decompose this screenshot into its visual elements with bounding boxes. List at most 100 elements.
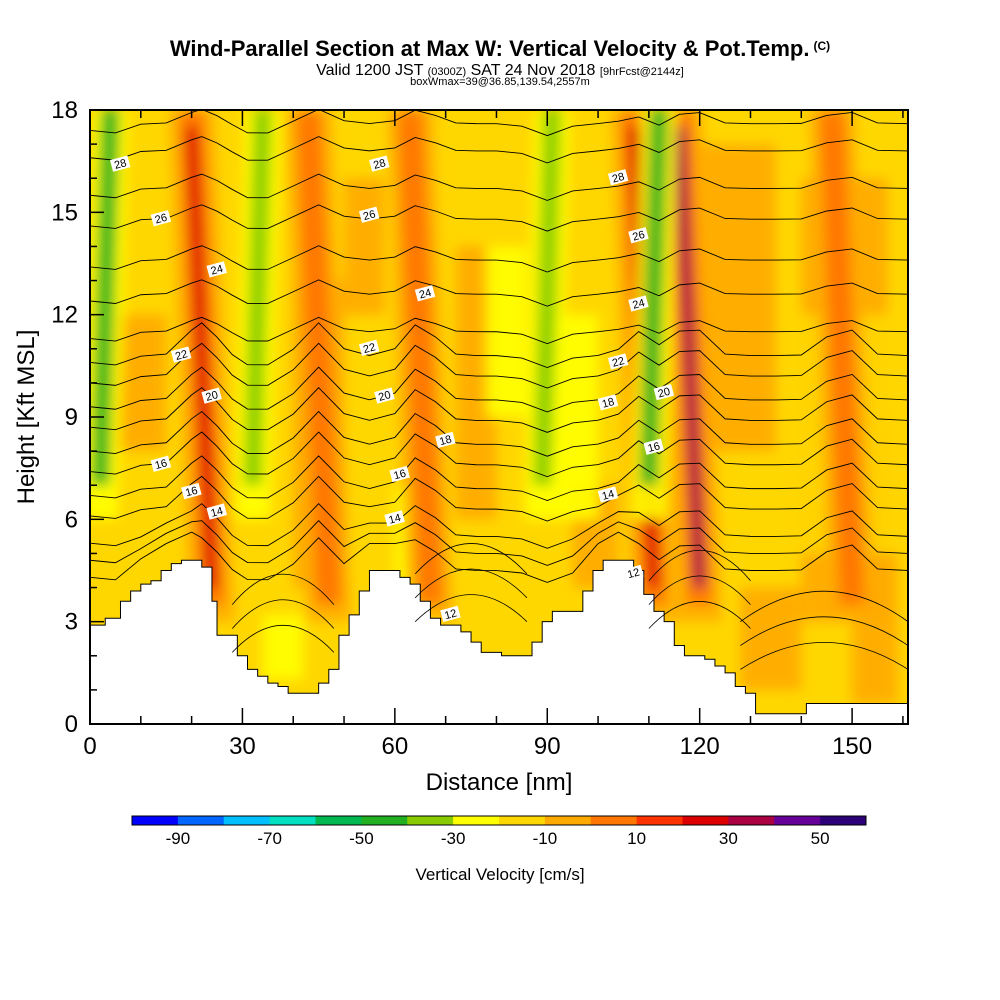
isentrope-label-bg xyxy=(374,387,395,404)
isentrope-label-bg xyxy=(440,605,461,623)
isentrope-line xyxy=(90,316,908,345)
y-axis-label: Height [Kft MSL] xyxy=(13,330,40,505)
isentrope-line xyxy=(90,387,908,433)
colorbar-tick-label: 50 xyxy=(811,829,830,848)
isentrope-line xyxy=(90,110,908,137)
colorbar-swatch xyxy=(177,816,225,825)
isentrope-line xyxy=(90,531,908,583)
y-tick-label: 15 xyxy=(51,199,78,226)
isentrope-valley-line xyxy=(740,590,908,622)
y-tick-label: 0 xyxy=(65,711,78,738)
isentrope-label: 16 xyxy=(643,438,664,455)
y-tick-label: 6 xyxy=(65,506,78,533)
isentrope-label: 20 xyxy=(374,387,395,404)
isentrope-label-bg xyxy=(150,455,172,472)
isentrope-label-text: 14 xyxy=(210,505,225,520)
isentrope-line xyxy=(90,366,908,413)
isentrope-label-text: 26 xyxy=(631,229,646,244)
colorbar-tick-label: -30 xyxy=(441,829,466,848)
colorbar-swatch xyxy=(682,816,729,825)
isentrope-label: 22 xyxy=(170,346,192,363)
isentrope-label-bg xyxy=(206,503,228,520)
chart-title-unit: (C) xyxy=(813,39,831,53)
isentrope-line xyxy=(90,173,908,201)
isentrope-label-bg xyxy=(358,339,380,356)
x-tick-label: 90 xyxy=(534,733,561,760)
downdraft-core xyxy=(639,110,668,486)
isentrope-label-text: 18 xyxy=(438,433,453,448)
isentrope-label-text: 16 xyxy=(154,457,169,472)
isentrope-label-bg xyxy=(607,169,629,186)
isentrope-line xyxy=(90,322,908,369)
colorbar-tick-label: -70 xyxy=(257,829,282,848)
colorbar-tick-label: -50 xyxy=(349,829,374,848)
y-tick-label: 9 xyxy=(65,404,78,431)
isentrope-label: 22 xyxy=(358,339,380,356)
isentrope-valley-line xyxy=(231,624,335,653)
colorbar-swatch xyxy=(590,816,638,825)
isentrope-line xyxy=(90,136,908,164)
downdraft-core xyxy=(533,110,562,486)
colorbar-tick-label: 30 xyxy=(719,829,738,848)
terrain-area xyxy=(89,559,909,725)
isentrope-label-text: 12 xyxy=(443,607,458,622)
updraft-core xyxy=(403,127,437,588)
isentrope-label-text: 26 xyxy=(362,208,377,223)
x-tick-label: 150 xyxy=(832,733,872,760)
isentrope-line xyxy=(90,520,908,566)
isentrope-label-text: 16 xyxy=(392,468,407,483)
isentrope-label-bg xyxy=(369,155,390,172)
isentrope-label-text: 22 xyxy=(174,348,189,363)
isentrope-label-text: 20 xyxy=(377,389,392,404)
colorbar-tick-label: -10 xyxy=(533,829,558,848)
isentrope-label: 12 xyxy=(440,605,461,623)
isentrope-label: 14 xyxy=(597,486,619,503)
field-patch xyxy=(262,614,304,680)
isentrope-label-bg xyxy=(170,346,192,363)
isentrope-label: 26 xyxy=(358,206,380,223)
colorbar: -90 -70 -50 -30 -10 10 30 50 xyxy=(131,815,867,848)
isentrope-label-text: 24 xyxy=(631,297,646,312)
isentrope-label-bg xyxy=(358,206,380,223)
y-tick-label: 3 xyxy=(65,609,78,636)
isentrope-label-text: 12 xyxy=(626,567,641,582)
x-tick-label: 120 xyxy=(680,733,720,760)
colorbar-swatch xyxy=(407,816,454,825)
isentrope-valley-line xyxy=(231,599,335,629)
isentrope-label: 16 xyxy=(181,482,202,499)
isentrope-line xyxy=(90,475,908,522)
chart-title-text: Wind-Parallel Section at Max W: Vertical… xyxy=(169,36,810,61)
isentrope-label-text: 26 xyxy=(154,212,169,227)
colorbar-swatch xyxy=(315,816,362,825)
isentrope-label: 28 xyxy=(369,155,390,172)
chart-subtitle: Valid 1200 JST (0300Z) SAT 24 Nov 2018 [… xyxy=(0,62,1000,80)
isentrope-label: 28 xyxy=(607,169,629,186)
isentrope-contours xyxy=(90,110,908,670)
isentrope-label: 28 xyxy=(109,155,131,172)
isentrope-label-text: 20 xyxy=(204,389,219,404)
isentrope-label: 12 xyxy=(623,564,644,582)
updraft-core xyxy=(825,127,859,588)
valid-date: SAT 24 Nov 2018 xyxy=(470,62,596,79)
isentrope-label-text: 28 xyxy=(113,157,128,172)
valid-time: Valid 1200 JST xyxy=(316,62,424,79)
x-axis-label: Distance [nm] xyxy=(426,769,573,796)
isentrope-line xyxy=(90,279,908,307)
field-patch xyxy=(344,178,385,315)
isentrope-line xyxy=(90,502,908,549)
box-wmax-info: boxWmax=39@36.85,139.54,2557m xyxy=(410,76,590,88)
isentrope-label-text: 18 xyxy=(601,396,616,411)
updraft-core xyxy=(185,127,219,588)
isentrope-line xyxy=(90,410,908,457)
isentrope-label-bg xyxy=(389,465,410,483)
isentrope-label-bg xyxy=(414,285,436,302)
isentrope-label-text: 28 xyxy=(611,171,626,186)
isentrope-label: 24 xyxy=(206,261,228,278)
colorbar-tick-label: -90 xyxy=(166,829,191,848)
isentrope-valley-line xyxy=(414,594,528,622)
isentrope-label-bg xyxy=(623,564,644,582)
isentrope-label: 18 xyxy=(435,431,456,448)
isentrope-line xyxy=(90,431,908,478)
colorbar-swatch xyxy=(223,816,271,825)
valid-utc: (0300Z) xyxy=(427,66,467,78)
